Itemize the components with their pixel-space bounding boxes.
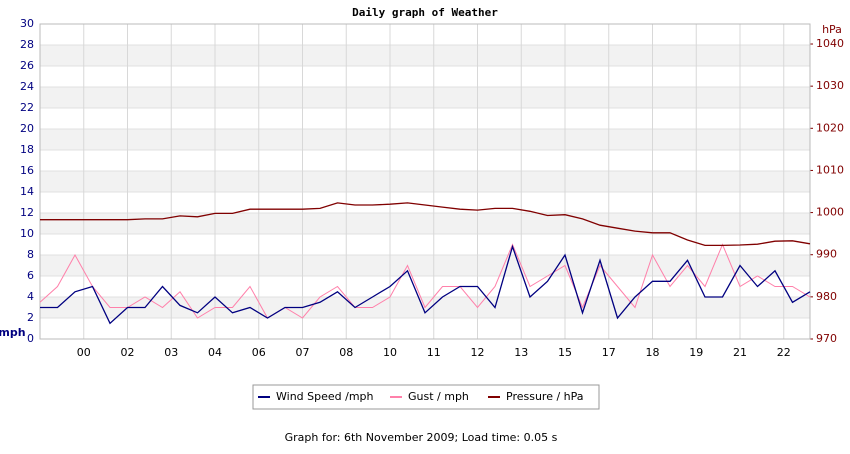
plot-background: [40, 23, 810, 340]
plot-frame: [39, 23, 811, 340]
y-tick-label: 2: [27, 311, 34, 324]
x-tick-label: 11: [427, 346, 441, 359]
y2-tick-label: 1030: [816, 79, 844, 92]
y-tick-label: 26: [20, 59, 34, 72]
x-tick-label: 10: [383, 346, 397, 359]
y-tick-label: 18: [20, 143, 34, 156]
legend-label: Gust / mph: [408, 390, 469, 403]
y2-tick-label: 970: [816, 332, 837, 345]
y-tick-label: 16: [20, 164, 34, 177]
y2-tick-label: 990: [816, 248, 837, 261]
y-tick-label: 30: [20, 17, 34, 30]
legend-label: Wind Speed /mph: [276, 390, 374, 403]
x-tick-label: 18: [646, 346, 660, 359]
x-tick-label: 00: [77, 346, 91, 359]
x-tick-label: 02: [121, 346, 135, 359]
x-tick-label: 07: [296, 346, 310, 359]
x-tick-label: 13: [514, 346, 528, 359]
y-tick-label: 22: [20, 101, 34, 114]
y-tick-label: 8: [27, 248, 34, 261]
x-tick-label: 06: [252, 346, 266, 359]
y-tick-label: 24: [20, 80, 34, 93]
legend-box: [252, 384, 600, 410]
legend: Wind Speed /mph Gust / mph Pressure / hPa: [252, 384, 600, 410]
x-tick-label: 19: [689, 346, 703, 359]
y-tick-label: 4: [27, 290, 34, 303]
y-tick-label: 20: [20, 122, 34, 135]
band: [40, 45, 810, 66]
band: [40, 255, 810, 276]
y2-tick-label: 1000: [816, 206, 844, 219]
y2-axis-label: hPa: [822, 23, 842, 36]
y-tick-label: 12: [20, 206, 34, 219]
x-tick-label: 15: [558, 346, 572, 359]
y-tick-label: 14: [20, 185, 34, 198]
x-tick-label: 21: [733, 346, 747, 359]
x-tick-label: 03: [164, 346, 178, 359]
x-tick-label: 12: [471, 346, 485, 359]
y-tick-label: 6: [27, 269, 34, 282]
y-tick-label: 10: [20, 227, 34, 240]
y-tick-label: 28: [20, 38, 34, 51]
band: [40, 213, 810, 234]
footer: Graph for: 6th November 2009; Load time:…: [285, 431, 558, 444]
legend-label: Pressure / hPa: [506, 390, 584, 403]
y2-tick-label: 980: [816, 290, 837, 303]
x-tick-label: 04: [208, 346, 222, 359]
x-tick-label: 08: [339, 346, 353, 359]
x-tick-label: 22: [777, 346, 791, 359]
series-line: [39, 243, 811, 319]
y-axis-label: mph: [0, 326, 26, 339]
x-tick-label: 17: [602, 346, 616, 359]
chart-title: Daily graph of Weather: [352, 6, 498, 19]
y2-tick-label: 1010: [816, 163, 844, 176]
series-line: [40, 244, 811, 325]
band: [40, 171, 810, 192]
y-tick-label: 0: [27, 332, 34, 345]
y2-tick-label: 1040: [816, 37, 844, 50]
y2-tick-label: 1020: [816, 121, 844, 134]
band: [40, 129, 810, 150]
band: [40, 87, 810, 108]
series-line: [40, 202, 811, 247]
